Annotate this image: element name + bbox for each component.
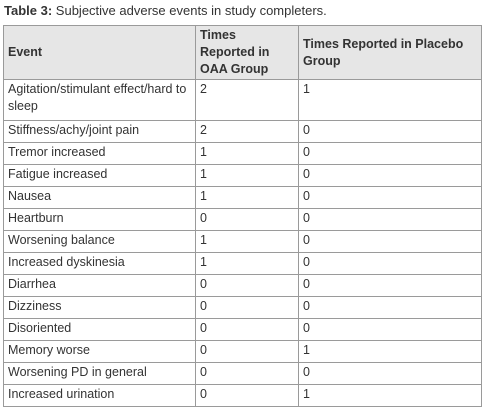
event-cell: Dizziness [3,296,196,319]
table-row: Fatigue increased 1 0 [3,164,482,187]
table-row: Dizziness 0 0 [3,296,482,319]
count-cell: 0 [298,230,482,253]
event-cell: Stiffness/achy/joint pain [3,120,196,143]
table-row: Increased urination 0 1 [3,384,482,407]
table-row: Worsening PD in general 0 0 [3,362,482,385]
count-cell: 0 [298,186,482,209]
count-cell: 1 [195,186,299,209]
event-cell: Tremor increased [3,142,196,165]
table-row: Agitation/stimulant effect/hard to sleep… [3,79,482,121]
event-cell: Agitation/stimulant effect/hard to sleep [3,79,196,121]
count-cell: 2 [195,79,299,121]
table-row: Tremor increased 1 0 [3,142,482,165]
table-row: Stiffness/achy/joint pain 2 0 [3,120,482,143]
table-row: Increased dyskinesia 1 0 [3,252,482,275]
table-row: Worsening balance 1 0 [3,230,482,253]
caption: Table 3: Subjective adverse events in st… [4,2,327,20]
count-cell: 0 [195,296,299,319]
event-cell: Nausea [3,186,196,209]
caption-label: Table 3: [4,3,53,18]
event-cell: Memory worse [3,340,196,363]
count-cell: 0 [195,384,299,407]
caption-text: Subjective adverse events in study compl… [55,3,327,18]
event-cell: Increased dyskinesia [3,252,196,275]
count-cell: 1 [195,142,299,165]
event-cell: Increased urination [3,384,196,407]
event-cell: Heartburn [3,208,196,231]
count-cell: 0 [298,296,482,319]
count-cell: 1 [195,164,299,187]
event-cell: Worsening balance [3,230,196,253]
count-cell: 0 [195,318,299,341]
count-cell: 0 [195,340,299,363]
event-cell: Disoriented [3,318,196,341]
count-cell: 0 [195,208,299,231]
header-cell: Event [3,25,196,80]
table-row: Heartburn 0 0 [3,208,482,231]
count-cell: 0 [298,252,482,275]
count-cell: 0 [298,274,482,297]
event-cell: Diarrhea [3,274,196,297]
header-cell: Times Reported in OAA Group [195,25,299,80]
count-cell: 0 [298,318,482,341]
header-cell: Times Reported in Placebo Group [298,25,482,80]
table-body: Agitation/stimulant effect/hard to sleep… [3,79,482,407]
event-cell: Fatigue increased [3,164,196,187]
count-cell: 1 [298,384,482,407]
count-cell: 0 [298,142,482,165]
table-row: Nausea 1 0 [3,186,482,209]
count-cell: 2 [195,120,299,143]
count-cell: 0 [298,362,482,385]
count-cell: 1 [298,340,482,363]
count-cell: 0 [298,208,482,231]
header-row: Event Times Reported in OAA Group Times Re… [3,25,482,80]
count-cell: 1 [195,252,299,275]
table-row: Disoriented 0 0 [3,318,482,341]
count-cell: 0 [298,120,482,143]
count-cell: 1 [298,79,482,121]
event-cell: Worsening PD in general [3,362,196,385]
count-cell: 0 [195,362,299,385]
count-cell: 1 [195,230,299,253]
table-row: Memory worse 0 1 [3,340,482,363]
count-cell: 0 [298,164,482,187]
count-cell: 0 [195,274,299,297]
table-row: Diarrhea 0 0 [3,274,482,297]
table: Event Times Reported in OAA Group Times Re… [3,25,482,407]
